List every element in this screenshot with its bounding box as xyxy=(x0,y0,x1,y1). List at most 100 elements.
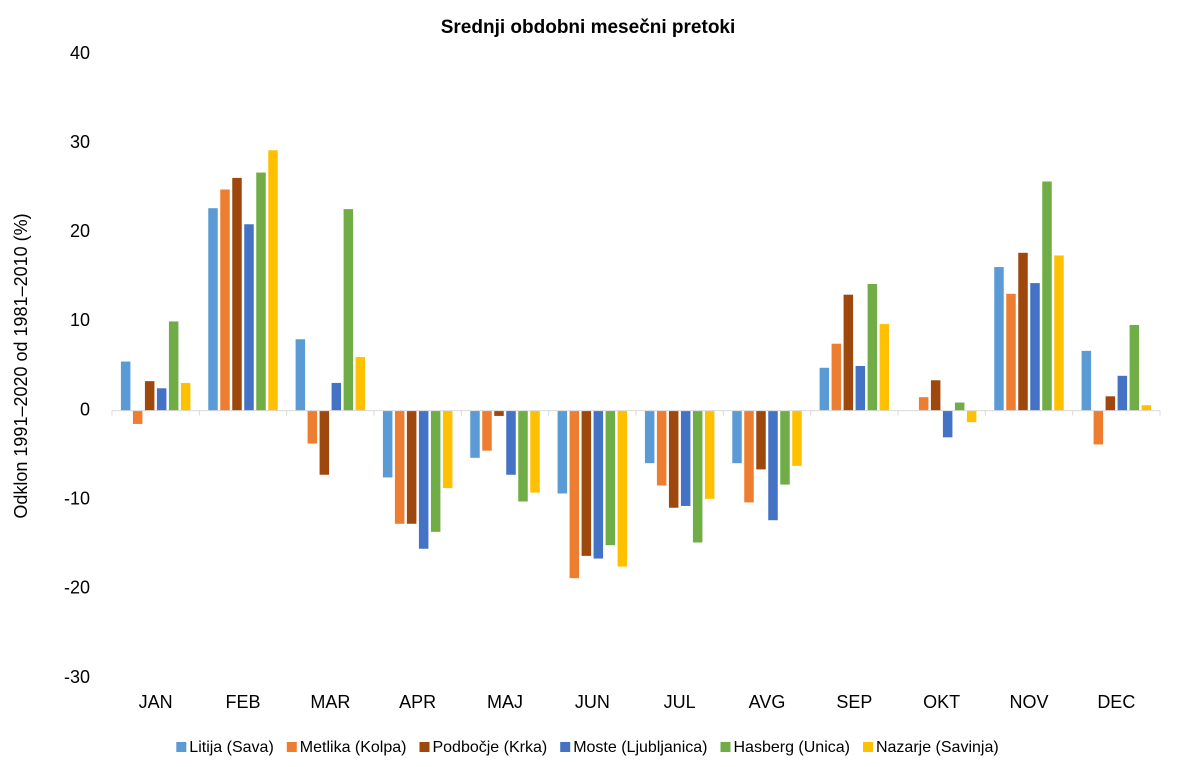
bar xyxy=(168,321,179,411)
bar xyxy=(879,324,890,411)
bar xyxy=(557,410,568,494)
bar xyxy=(295,339,306,411)
y-axis-label: Odklon 1991–2020 od 1981–2010 (%) xyxy=(11,213,31,518)
x-tick-label: AVG xyxy=(749,692,786,712)
legend-label: Moste (Ljubljanica) xyxy=(573,739,707,756)
bar xyxy=(930,380,941,411)
bar xyxy=(482,410,492,451)
bar xyxy=(494,410,504,416)
bar xyxy=(1117,375,1128,411)
bar xyxy=(581,410,592,556)
bar xyxy=(1093,410,1104,445)
bar xyxy=(680,410,691,506)
x-tick-label: DEC xyxy=(1097,692,1135,712)
bar xyxy=(1018,252,1028,411)
bar xyxy=(343,209,354,411)
bar xyxy=(819,367,830,411)
legend-swatch xyxy=(862,742,873,752)
bar xyxy=(831,343,842,411)
bar xyxy=(593,410,604,559)
bar xyxy=(704,410,715,499)
x-tick-label: MAJ xyxy=(487,692,523,712)
bar xyxy=(307,410,318,444)
bar xyxy=(331,382,342,411)
legend-swatch xyxy=(286,742,297,752)
x-tick-label: JUN xyxy=(575,692,610,712)
y-tick-label: -20 xyxy=(64,578,90,598)
bar xyxy=(1006,293,1016,411)
bar xyxy=(656,410,667,486)
legend-swatch xyxy=(720,742,731,752)
bar xyxy=(132,410,143,424)
y-tick-label: -10 xyxy=(64,488,90,508)
bar xyxy=(994,267,1004,411)
bar xyxy=(220,189,230,411)
bar xyxy=(792,410,802,466)
legend-label: Metlika (Kolpa) xyxy=(300,739,407,756)
x-tick-label: JAN xyxy=(139,692,173,712)
bar xyxy=(843,294,854,411)
legend-label: Hasberg (Unica) xyxy=(733,739,849,756)
bar xyxy=(1081,350,1092,411)
bar xyxy=(867,283,878,411)
x-tick-label: SEP xyxy=(836,692,872,712)
bar xyxy=(506,410,516,475)
bar xyxy=(232,177,242,411)
bar xyxy=(1030,283,1040,411)
bar xyxy=(569,410,580,579)
x-tick-label: FEB xyxy=(225,692,260,712)
bar xyxy=(144,381,155,411)
bar xyxy=(256,172,266,411)
legend-label: Litija (Sava) xyxy=(189,739,273,756)
bar xyxy=(1054,255,1064,411)
bar xyxy=(406,410,417,524)
bar xyxy=(732,410,742,464)
bar xyxy=(180,382,191,411)
bar xyxy=(470,410,480,458)
y-tick-label: -30 xyxy=(64,667,90,687)
y-tick-label: 30 xyxy=(70,132,90,152)
bar xyxy=(156,388,167,411)
y-tick-label: 20 xyxy=(70,221,90,241)
x-tick-label: JUL xyxy=(664,692,696,712)
bar xyxy=(668,410,679,508)
x-tick-label: NOV xyxy=(1009,692,1048,712)
bar xyxy=(918,397,929,411)
bar xyxy=(617,410,628,567)
legend-label: Nazarje (Savinja) xyxy=(876,739,999,756)
bar xyxy=(442,410,453,489)
y-tick-label: 0 xyxy=(80,399,90,419)
bar xyxy=(518,410,528,502)
legend-label: Podbočje (Krka) xyxy=(432,739,547,756)
bar xyxy=(418,410,429,549)
bar xyxy=(855,366,866,411)
bar xyxy=(394,410,405,524)
bar xyxy=(744,410,754,503)
legend-swatch xyxy=(560,742,571,752)
y-tick-label: 40 xyxy=(70,43,90,63)
bar xyxy=(942,410,953,438)
bar xyxy=(756,410,766,470)
x-tick-label: MAR xyxy=(310,692,350,712)
bar xyxy=(780,410,790,485)
bar xyxy=(966,410,977,423)
bar xyxy=(1129,324,1140,411)
bar xyxy=(1141,405,1152,411)
bar xyxy=(954,402,965,411)
bar xyxy=(605,410,616,546)
bar xyxy=(530,410,540,493)
legend-swatch xyxy=(419,742,430,752)
x-tick-label: APR xyxy=(399,692,436,712)
bar xyxy=(1042,181,1052,411)
bar xyxy=(319,410,330,475)
bar xyxy=(430,410,441,532)
bar xyxy=(355,357,366,411)
bar xyxy=(1105,396,1116,411)
bar xyxy=(208,208,218,411)
bar xyxy=(120,361,131,411)
bar xyxy=(644,410,655,464)
bar xyxy=(244,224,254,411)
bar xyxy=(768,410,778,521)
legend-swatch xyxy=(176,742,187,752)
